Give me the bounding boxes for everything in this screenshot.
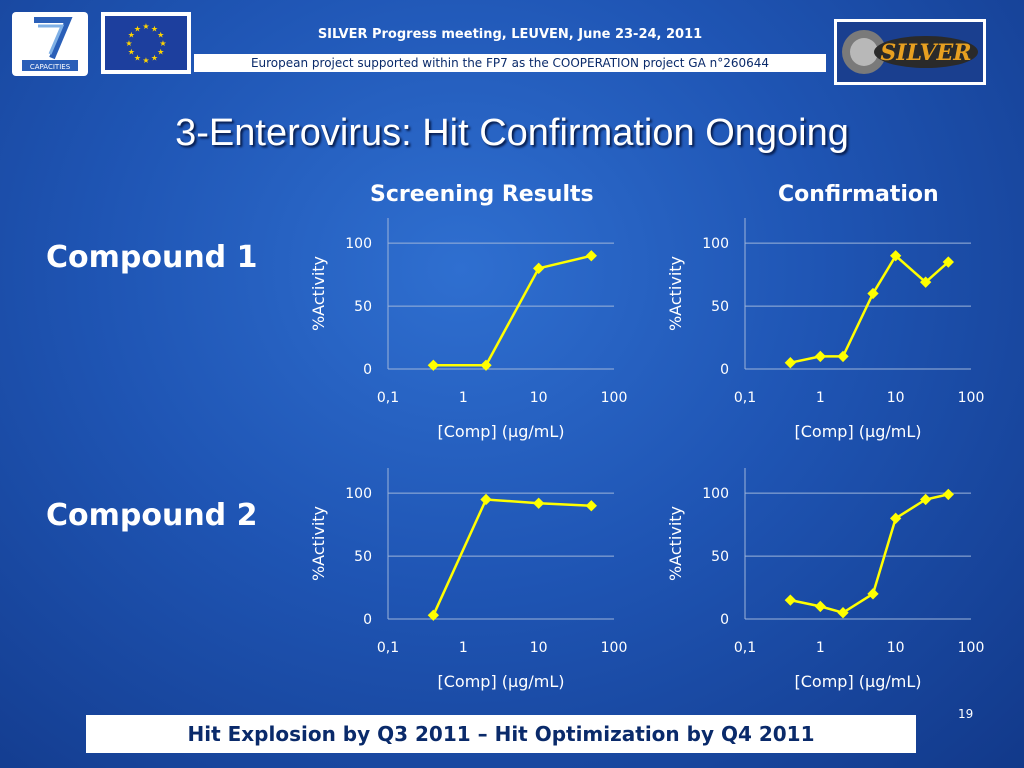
y-tick-label: 0	[363, 362, 372, 378]
eu-star-icon: ★	[157, 31, 164, 40]
data-point	[784, 594, 797, 606]
y-tick-label: 100	[345, 486, 372, 502]
x-axis-title: [Comp] (µg/mL)	[438, 672, 565, 691]
chart-compound1-confirmation: 0 50 100 0,1 1 10 100 [Comp] (µg/mL) %Activity	[666, 218, 985, 441]
x-axis-title: [Comp] (µg/mL)	[438, 422, 565, 441]
x-tick-label: 0,1	[734, 390, 756, 406]
x-tick-label: 100	[601, 390, 628, 406]
y-tick-label: 50	[354, 299, 372, 315]
x-tick-label: 1	[459, 390, 468, 406]
x-axis-title: [Comp] (µg/mL)	[795, 422, 922, 441]
data-point	[867, 287, 879, 300]
row-label-compound-2: Compound 2	[46, 498, 258, 533]
y-tick-label: 50	[711, 299, 729, 315]
data-point	[942, 256, 954, 268]
data-point	[837, 350, 849, 363]
data-point	[814, 600, 826, 613]
eu-star-icon: ★	[151, 54, 158, 63]
x-tick-label: 100	[601, 640, 628, 656]
data-point	[919, 493, 932, 506]
y-tick-label: 100	[345, 236, 372, 252]
x-tick-label: 1	[816, 640, 825, 656]
data-point	[919, 276, 932, 288]
eu-star-icon: ★	[142, 56, 149, 65]
data-point	[814, 350, 826, 363]
series-line	[790, 253, 950, 364]
eu-star-icon: ★	[128, 48, 135, 57]
chart-compound2-screening: 0 50 100 0,1 1 10 100 [Comp] (µg/mL) %Activity	[309, 468, 628, 691]
silver-logo-text: SILVER	[880, 40, 971, 66]
y-tick-label: 0	[363, 612, 372, 628]
data-point	[784, 357, 797, 369]
y-axis-title: %Activity	[309, 256, 328, 331]
eu-star-icon: ★	[134, 24, 141, 33]
y-tick-label: 100	[702, 236, 729, 252]
slide-number: 19	[958, 707, 974, 721]
y-tick-label: 50	[354, 549, 372, 565]
data-point	[533, 262, 545, 274]
x-tick-label: 1	[816, 390, 825, 406]
column-heading-confirmation: Confirmation	[778, 182, 939, 207]
eu-star-icon: ★	[157, 48, 164, 57]
x-tick-label: 1	[459, 640, 468, 656]
y-axis-title: %Activity	[666, 506, 685, 581]
x-tick-label: 10	[887, 390, 905, 406]
fp7-logo-text: CAPACITIES	[30, 63, 71, 71]
data-point	[867, 588, 879, 600]
eu-star-icon: ★	[125, 39, 132, 48]
column-heading-screening: Screening Results	[370, 182, 594, 207]
slide-title: 3-Enterovirus: Hit Confirmation Ongoing	[175, 112, 849, 154]
x-tick-label: 0,1	[734, 640, 756, 656]
eu-star-icon: ★	[151, 24, 158, 33]
footer-banner: Hit Explosion by Q3 2011 – Hit Optimizat…	[86, 715, 916, 753]
data-point	[427, 359, 440, 371]
chart-compound1-screening: 0 50 100 0,1 1 10 100 [Comp] (µg/mL) %Activity	[309, 218, 628, 441]
y-axis-title: %Activity	[309, 506, 328, 581]
data-point	[480, 359, 492, 371]
data-point	[480, 493, 492, 506]
meeting-title: SILVER Progress meeting, LEUVEN, June 23…	[317, 27, 703, 42]
eu-flag-icon: ★ ★★★★★★★★★★★	[105, 16, 187, 70]
series-line	[432, 498, 592, 616]
y-tick-label: 0	[720, 612, 729, 628]
silver-project-logo: SILVER	[834, 19, 986, 85]
x-tick-label: 100	[958, 390, 985, 406]
data-point	[427, 609, 440, 621]
eu-star-icon: ★	[128, 31, 135, 40]
x-tick-label: 10	[530, 390, 548, 406]
eu-star-icon: ★	[134, 54, 141, 63]
chart-compound2-confirmation: 0 50 100 0,1 1 10 100 [Comp] (µg/mL) %Activity	[666, 468, 985, 691]
eu-star-icon: ★	[142, 22, 149, 31]
row-label-compound-1: Compound 1	[46, 240, 258, 275]
fp7-capacities-logo: CAPACITIES	[12, 12, 88, 76]
y-tick-label: 50	[711, 549, 729, 565]
x-tick-label: 100	[958, 640, 985, 656]
y-tick-label: 0	[720, 362, 729, 378]
x-tick-label: 10	[887, 640, 905, 656]
data-point	[585, 500, 597, 512]
x-tick-label: 0,1	[377, 640, 399, 656]
x-axis-title: [Comp] (µg/mL)	[795, 672, 922, 691]
y-tick-label: 100	[702, 486, 729, 502]
x-tick-label: 0,1	[377, 390, 399, 406]
eu-flag-logo: ★ ★ ★ ★ ★ ★ ★ ★ ★ ★ ★ ★	[101, 12, 191, 74]
data-point	[585, 250, 597, 262]
data-point	[533, 497, 545, 509]
x-tick-label: 10	[530, 640, 548, 656]
y-axis-title: %Activity	[666, 256, 685, 331]
data-point	[942, 488, 954, 501]
project-support-note: European project supported within the FP…	[194, 54, 826, 72]
series-line	[433, 254, 592, 367]
silver-logo-icon: SILVER	[837, 22, 983, 82]
fp7-seven-icon: CAPACITIES	[22, 17, 78, 71]
eu-star-icon: ★	[159, 39, 166, 48]
